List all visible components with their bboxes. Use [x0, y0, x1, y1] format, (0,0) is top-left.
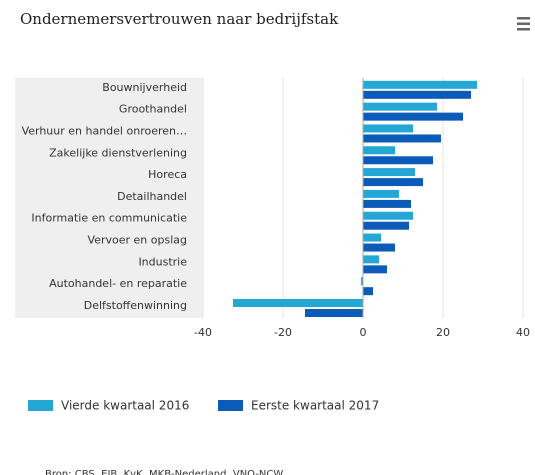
y-tick-label: Horeca — [148, 168, 187, 181]
x-tick-label: 40 — [516, 326, 530, 339]
legend-swatch — [218, 400, 243, 411]
bar — [363, 102, 437, 111]
legend-label: Eerste kwartaal 2017 — [251, 399, 379, 413]
bar — [363, 80, 477, 89]
y-tick-label: Verhuur en handel onroeren… — [22, 124, 187, 137]
source: Bron: CBS, EIB, KvK, MKB-Nederland, VNO-… — [45, 469, 283, 475]
chart-title: Ondernemersvertrouwen naar bedrijfstak — [20, 10, 339, 28]
bar — [363, 189, 399, 198]
x-tick-label: -20 — [274, 326, 292, 339]
y-tick-label: Groothandel — [119, 103, 187, 116]
bar — [363, 233, 381, 242]
bar — [363, 168, 415, 177]
legend-label: Vierde kwartaal 2016 — [61, 399, 189, 413]
y-tick-label: Zakelijke dienstverlening — [49, 146, 187, 159]
bar — [361, 277, 363, 286]
bar — [363, 211, 413, 220]
menu-icon[interactable] — [517, 17, 530, 31]
bar — [363, 178, 423, 187]
bar — [363, 265, 387, 274]
bar — [363, 221, 409, 230]
bar — [363, 287, 373, 296]
y-tick-label: Detailhandel — [117, 190, 187, 203]
bar — [363, 146, 395, 155]
x-tick-label: 0 — [360, 326, 367, 339]
bar — [363, 243, 395, 252]
bar — [363, 90, 471, 99]
bar — [363, 255, 379, 264]
bar — [363, 134, 441, 143]
bar — [233, 299, 363, 307]
bar — [363, 199, 411, 208]
bar — [363, 156, 433, 165]
y-tick-label: Informatie en communicatie — [31, 212, 187, 225]
bar — [305, 309, 363, 317]
label-background — [15, 78, 203, 318]
legend-swatch — [28, 400, 53, 411]
bar — [363, 112, 463, 121]
bar — [363, 124, 413, 133]
y-tick-label: Delfstoffenwinning — [84, 299, 187, 312]
y-tick-label: Bouwnijverheid — [102, 81, 187, 94]
x-tick-label: -40 — [194, 326, 212, 339]
y-tick-label: Industrie — [138, 255, 187, 268]
y-tick-label: Vervoer en opslag — [88, 234, 187, 247]
y-tick-label: Autohandel- en reparatie — [49, 277, 187, 290]
x-tick-label: 20 — [436, 326, 450, 339]
